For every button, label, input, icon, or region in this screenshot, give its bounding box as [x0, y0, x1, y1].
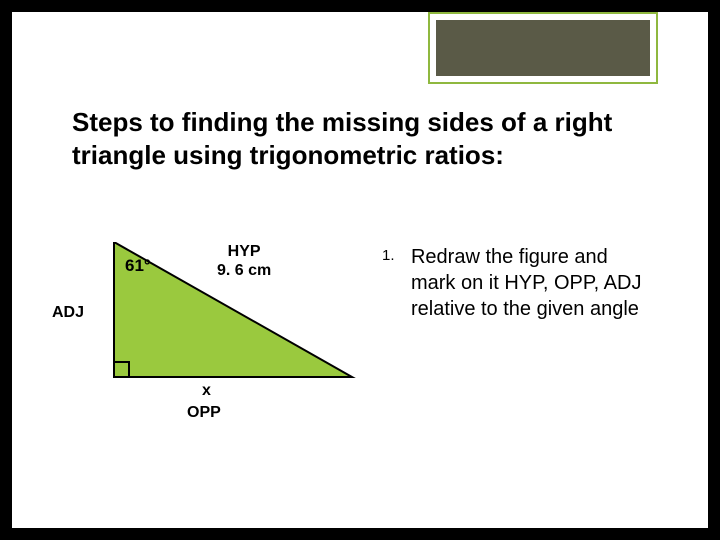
adjacent-label: ADJ: [52, 304, 84, 322]
step-number: 1.: [382, 247, 395, 264]
header-decoration-fill: [436, 20, 650, 76]
step-text: Redraw the figure and mark on it HYP, OP…: [411, 244, 651, 322]
opposite-label: OPP: [187, 404, 221, 422]
step-item: 1. Redraw the figure and mark on it HYP,…: [382, 244, 668, 322]
hypotenuse-label: HYP 9. 6 cm: [217, 242, 271, 280]
unknown-label: x: [202, 382, 211, 400]
angle-label: 61°: [125, 256, 151, 276]
triangle-diagram: 61° HYP 9. 6 cm ADJ x OPP: [82, 242, 362, 422]
hyp-value: 9. 6 cm: [217, 262, 271, 279]
header-decoration-frame: [428, 12, 658, 84]
slide-title: Steps to finding the missing sides of a …: [72, 106, 648, 171]
slide-canvas: Steps to finding the missing sides of a …: [12, 12, 708, 528]
steps-list: 1. Redraw the figure and mark on it HYP,…: [382, 244, 668, 322]
hyp-text: HYP: [228, 243, 261, 260]
